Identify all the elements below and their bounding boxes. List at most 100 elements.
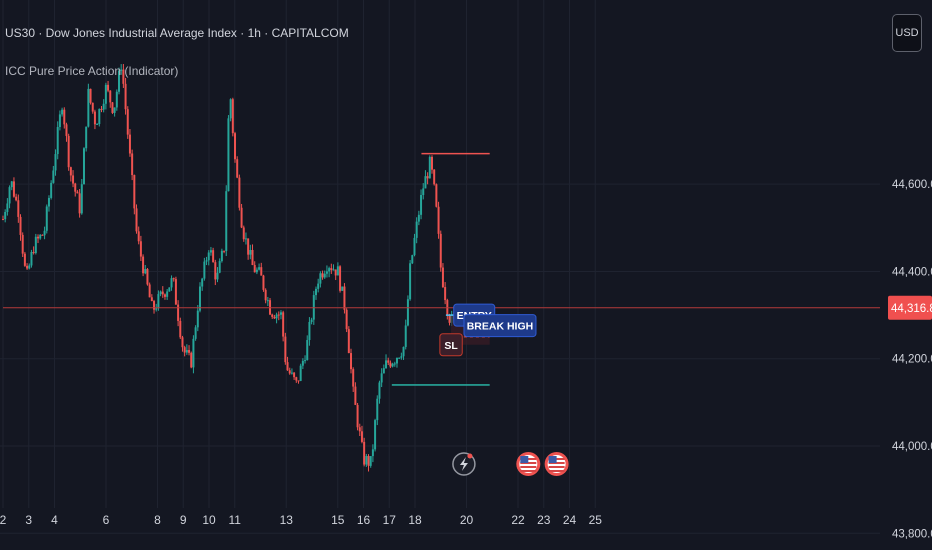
- candle-body: [231, 99, 234, 134]
- x-tick-label: 2: [0, 513, 7, 527]
- candle-body: [430, 156, 433, 170]
- candle: [214, 259, 217, 286]
- candle: [69, 166, 72, 182]
- candle-body: [45, 206, 48, 231]
- candle-body: [387, 360, 390, 363]
- candle: [43, 226, 46, 240]
- candle: [93, 109, 96, 130]
- us-flag-icon-canton: [548, 456, 557, 463]
- candle: [273, 314, 276, 319]
- candle: [299, 363, 302, 382]
- candle-body: [177, 304, 180, 321]
- candle-body: [144, 269, 147, 274]
- candle-body: [380, 373, 383, 383]
- candle-body: [277, 314, 280, 316]
- candle-body: [424, 176, 427, 189]
- candle: [360, 425, 363, 444]
- candle: [107, 80, 110, 93]
- candle-body: [10, 181, 13, 188]
- x-tick-label: 16: [357, 513, 371, 527]
- candle-body: [374, 420, 377, 450]
- candle: [350, 348, 353, 374]
- candle: [251, 244, 254, 266]
- candle: [12, 177, 15, 198]
- candle-body: [4, 211, 7, 220]
- candle: [334, 269, 337, 281]
- candle-body: [260, 267, 263, 276]
- candle-body: [17, 200, 20, 217]
- candle: [249, 244, 252, 260]
- candle-body: [6, 203, 9, 212]
- candle-body: [352, 369, 355, 387]
- candle-body: [43, 230, 46, 236]
- candle-body: [290, 372, 293, 374]
- us-flag-icon[interactable]: [544, 452, 569, 476]
- x-tick-label: 23: [537, 513, 551, 527]
- candle-body: [122, 69, 125, 84]
- us-flag-icon-stripe: [520, 470, 537, 472]
- candle-body: [172, 278, 175, 280]
- candle: [113, 107, 116, 117]
- candle: [393, 361, 396, 367]
- candle: [179, 317, 182, 340]
- annotation-box: [463, 314, 537, 338]
- chart-title[interactable]: US30 · Dow Jones Industrial Average Inde…: [5, 26, 349, 40]
- candle-body: [12, 181, 15, 197]
- candle: [264, 288, 267, 304]
- candle: [67, 133, 70, 171]
- event-markers[interactable]: [452, 452, 569, 476]
- candle: [122, 64, 125, 88]
- candle-body: [133, 175, 136, 209]
- candle: [194, 325, 197, 341]
- lightning-icon[interactable]: [452, 452, 476, 476]
- candle: [63, 107, 66, 129]
- candle-body: [264, 289, 267, 301]
- candle-body: [236, 159, 239, 178]
- candle: [220, 248, 223, 263]
- candle-body: [65, 124, 68, 136]
- candle: [290, 368, 293, 375]
- candle-body: [288, 370, 291, 374]
- candle: [426, 172, 429, 185]
- candle: [30, 249, 33, 268]
- currency-button[interactable]: USD: [892, 14, 922, 52]
- candle-body: [109, 90, 112, 103]
- candle: [170, 275, 173, 291]
- us-flag-icon[interactable]: [516, 452, 541, 476]
- candle: [109, 90, 112, 108]
- candle-body: [275, 314, 278, 319]
- candle: [306, 335, 309, 361]
- candle: [4, 209, 7, 223]
- candle: [126, 106, 129, 139]
- candle-body: [85, 126, 88, 149]
- x-tick-label: 6: [103, 513, 110, 527]
- candle: [52, 165, 55, 184]
- candle: [183, 345, 186, 357]
- candle: [365, 453, 368, 467]
- candle-body: [262, 275, 265, 290]
- indicator-title[interactable]: ICC Pure Price Action (Indicator): [5, 64, 179, 78]
- candle: [61, 107, 64, 117]
- candle: [336, 262, 339, 276]
- candle: [347, 326, 350, 354]
- annotation-sl: SL: [439, 333, 463, 357]
- candle: [168, 287, 171, 292]
- candle: [218, 258, 221, 274]
- candle-body: [188, 350, 191, 353]
- candle-body: [282, 312, 285, 337]
- candle-body: [139, 241, 142, 257]
- candle-body: [198, 286, 201, 311]
- x-tick-label: 22: [511, 513, 525, 527]
- candle: [32, 246, 35, 255]
- candle: [374, 418, 377, 452]
- candle: [98, 108, 101, 127]
- candle-body: [50, 182, 53, 198]
- candle: [96, 122, 99, 125]
- candle: [352, 367, 355, 392]
- candle: [161, 286, 164, 298]
- candles: [2, 64, 462, 472]
- annotation-break-high: BREAK HIGH: [463, 314, 537, 338]
- candle-body: [218, 261, 221, 273]
